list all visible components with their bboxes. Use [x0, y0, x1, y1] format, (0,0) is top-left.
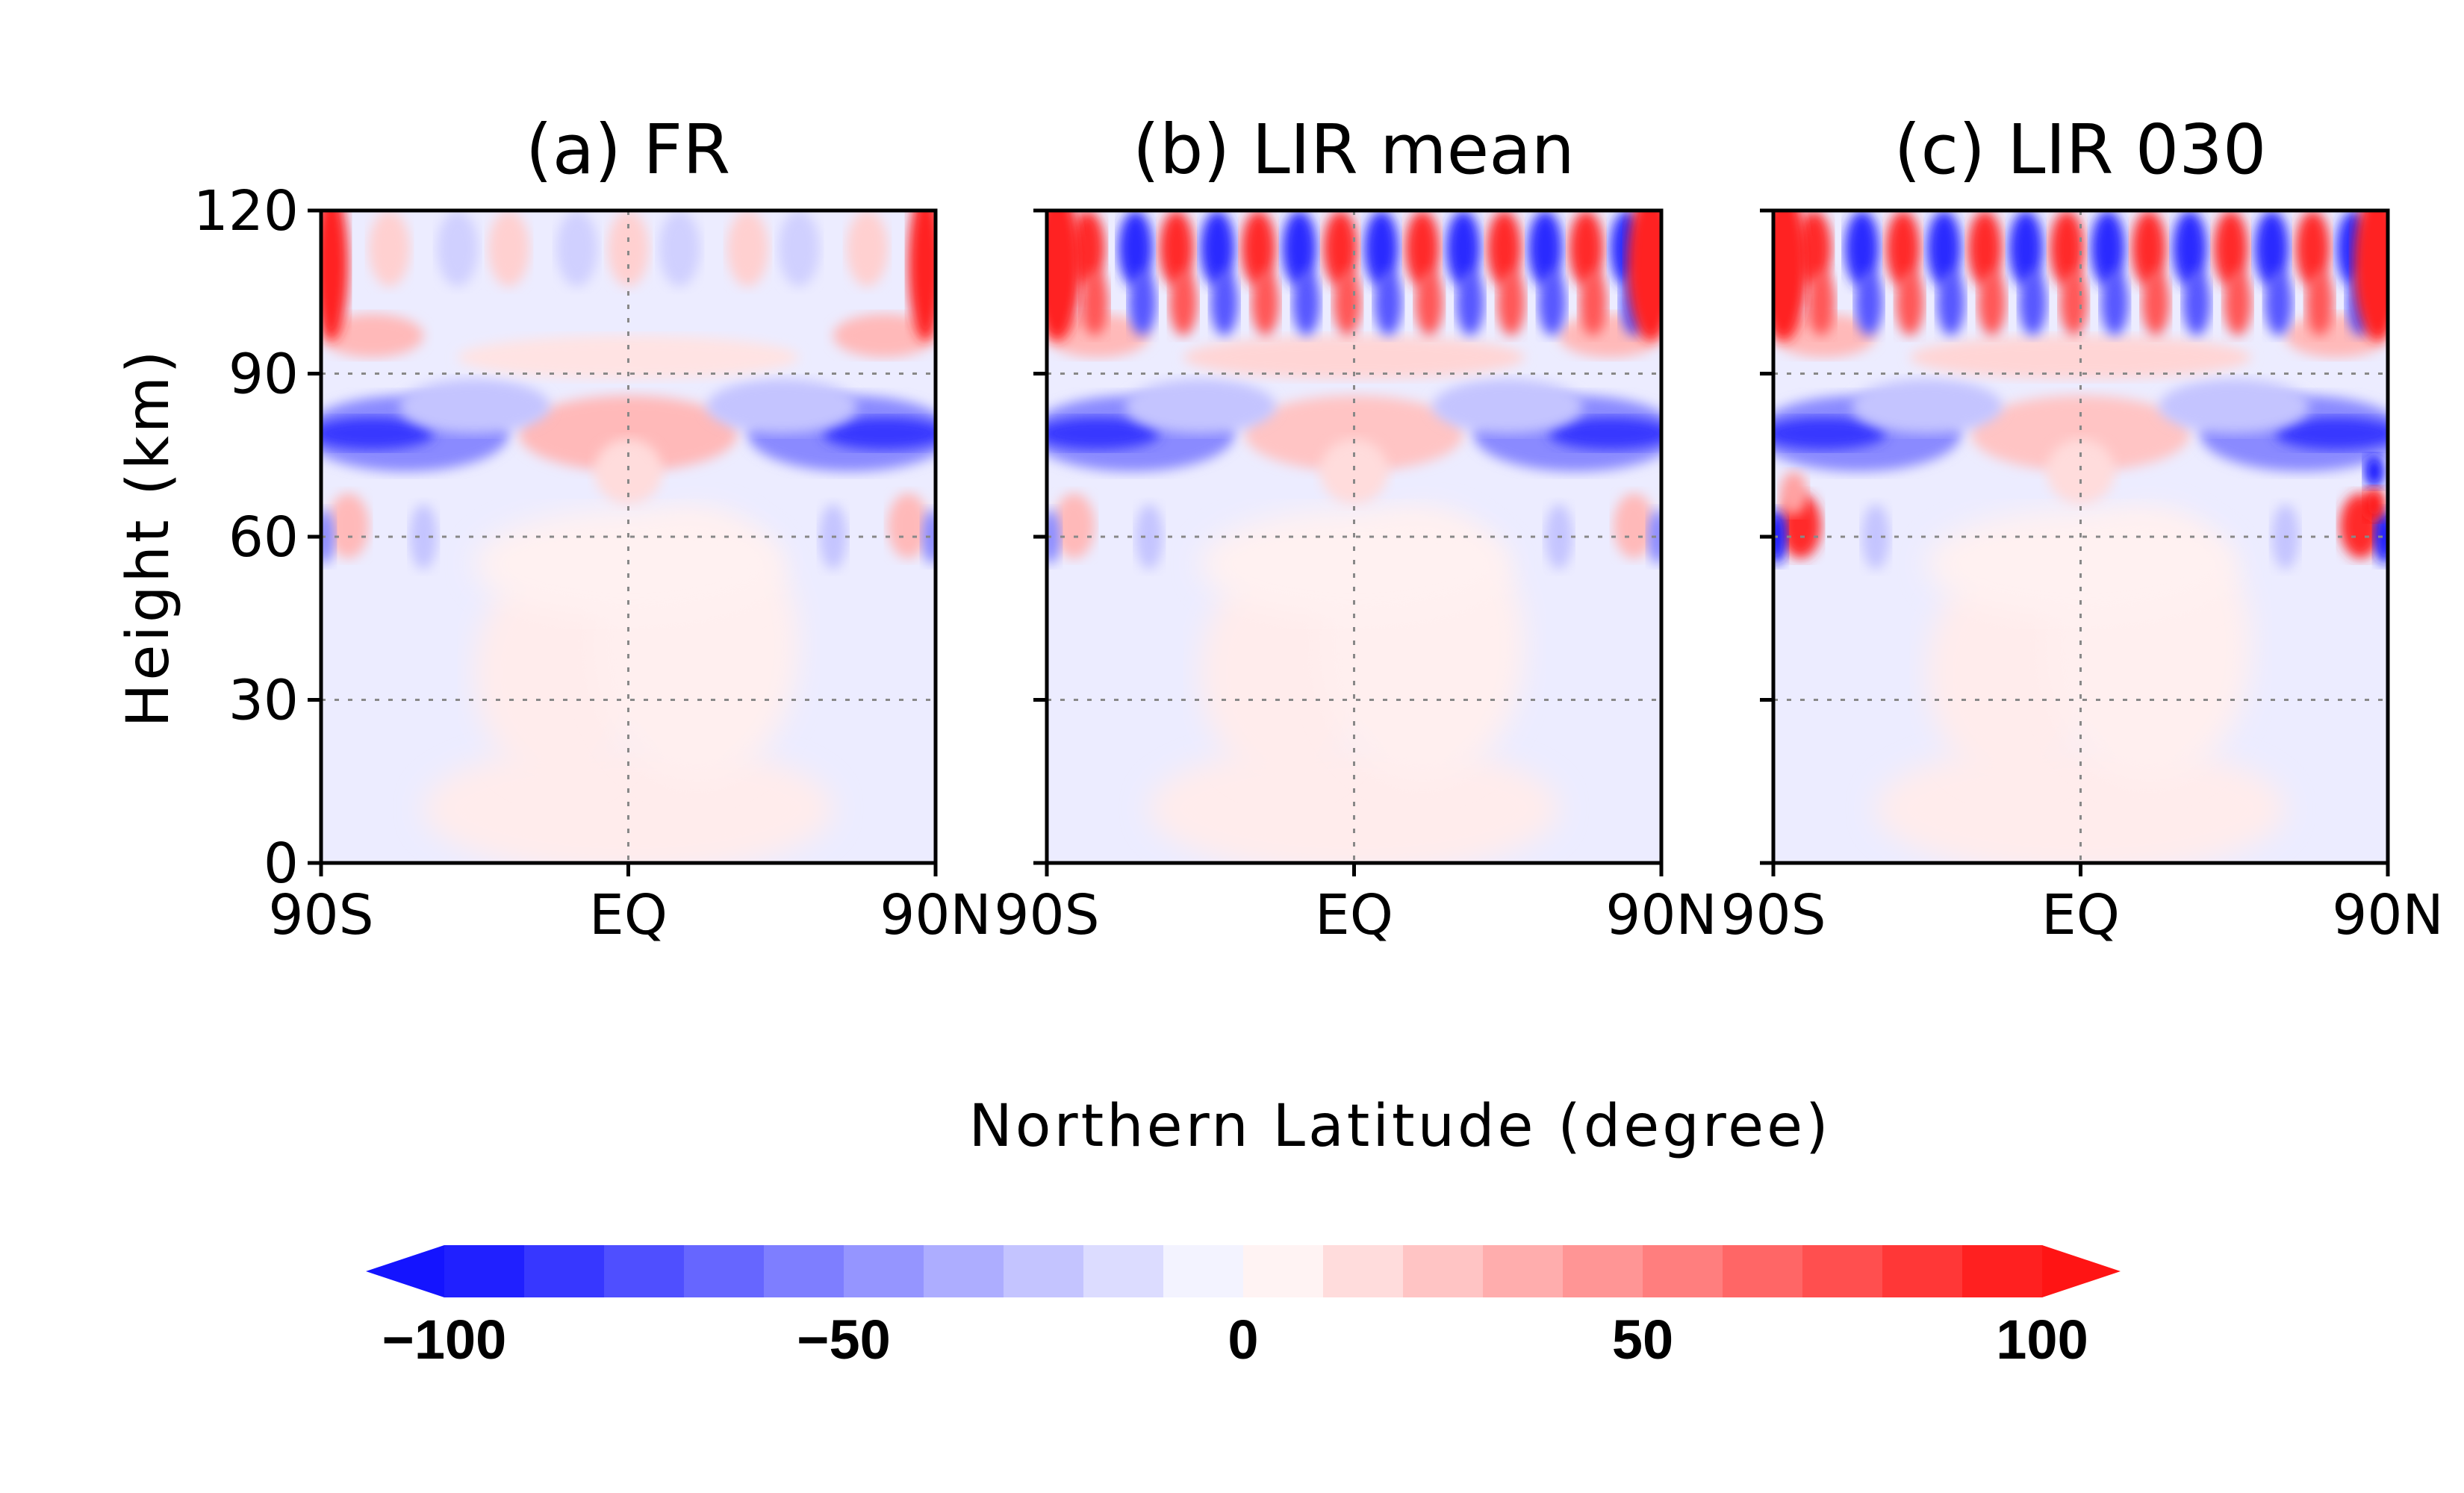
y-tick-label: 30 — [228, 669, 299, 733]
colorbar-bin — [1243, 1245, 1324, 1297]
y-tick-label: 60 — [228, 505, 299, 570]
x-axis-label: Northern Latitude (degree) — [968, 1093, 1831, 1160]
x-tick-label: 90N — [2332, 883, 2444, 947]
panel-b-title: (b) LIR mean — [1133, 110, 1575, 190]
colorbar-tick-label: 100 — [1996, 1309, 2088, 1371]
colorbar-tick-label: 50 — [1612, 1309, 1673, 1371]
colorbar-bin — [1004, 1245, 1084, 1297]
x-tick-label: EQ — [589, 883, 668, 947]
x-tick-label: 90S — [994, 883, 1099, 947]
panel-c-title: (c) LIR 030 — [1894, 110, 2267, 190]
colorbar-bin — [1323, 1245, 1404, 1297]
colorbar-bin — [1083, 1245, 1164, 1297]
colorbar-bin — [604, 1245, 685, 1297]
colorbar-bin — [844, 1245, 924, 1297]
x-tick-label: 90N — [880, 883, 992, 947]
y-tick-label: 120 — [193, 179, 299, 243]
colorbar-bin — [1643, 1245, 1723, 1297]
y-tick-label: 90 — [228, 343, 299, 407]
colorbar: −100 −50 0 50 100 — [366, 1245, 2121, 1371]
colorbar-bin — [1882, 1245, 1963, 1297]
colorbar-bin — [1563, 1245, 1643, 1297]
colorbar-bin — [1723, 1245, 1803, 1297]
colorbar-tick-label: 0 — [1228, 1309, 1258, 1371]
colorbar-extend-low — [366, 1245, 444, 1297]
panel-a-title: (a) FR — [526, 110, 730, 190]
colorbar-bin — [684, 1245, 765, 1297]
colorbar-bin — [924, 1245, 1004, 1297]
colorbar-bin — [764, 1245, 844, 1297]
colorbar-extend-high — [2042, 1245, 2121, 1297]
y-tick-label: 0 — [264, 832, 299, 896]
x-tick-label: 90S — [1720, 883, 1826, 947]
colorbar-tick-label: −50 — [797, 1309, 891, 1371]
colorbar-bin — [444, 1245, 525, 1297]
colorbar-bin — [524, 1245, 605, 1297]
colorbar-bin — [1483, 1245, 1564, 1297]
y-axis-label: Height (km) — [115, 348, 182, 728]
x-tick-label: EQ — [1315, 883, 1393, 947]
colorbar-bin — [1163, 1245, 1244, 1297]
colorbar-bin — [1802, 1245, 1883, 1297]
x-tick-label: 90S — [268, 883, 373, 947]
x-tick-label: 90N — [1605, 883, 1717, 947]
colorbar-bin — [1962, 1245, 2043, 1297]
colorbar-tick-label: −100 — [382, 1309, 507, 1371]
colorbar-bin — [1403, 1245, 1484, 1297]
x-tick-label: EQ — [2041, 883, 2120, 947]
